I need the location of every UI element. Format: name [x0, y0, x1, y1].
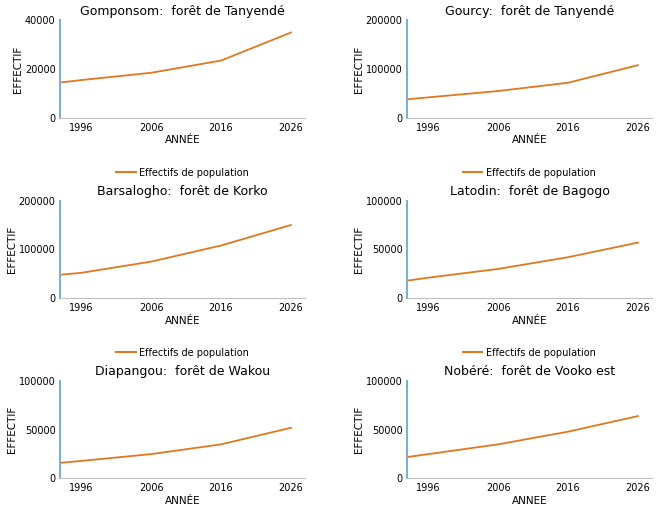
Effectifs de population — [147, 70, 155, 76]
Effectifs de population — [564, 429, 572, 435]
Line: Effectifs de population: Effectifs de population — [407, 243, 638, 280]
Y-axis label: EFFECTIF: EFFECTIF — [13, 45, 24, 93]
Legend: Effectifs de population: Effectifs de population — [459, 344, 600, 362]
Line: Effectifs de population: Effectifs de population — [60, 428, 291, 463]
Effectifs de population — [403, 454, 411, 460]
Effectifs de population — [634, 413, 642, 419]
Effectifs de population — [56, 272, 65, 278]
Effectifs de population — [634, 62, 642, 68]
Line: Effectifs de population: Effectifs de population — [60, 33, 291, 82]
Effectifs de population — [403, 277, 411, 284]
Title: Gomponsom:  forêt de Tanyendé: Gomponsom: forêt de Tanyendé — [80, 5, 285, 18]
Effectifs de population — [425, 275, 433, 281]
Effectifs de population — [287, 222, 295, 228]
Legend: Effectifs de population: Effectifs de population — [112, 344, 253, 362]
Effectifs de population — [564, 80, 572, 86]
X-axis label: ANNÉE: ANNÉE — [512, 135, 548, 146]
Title: Nobéré:  forêt de Vooko est: Nobéré: forêt de Vooko est — [444, 365, 616, 378]
Effectifs de population — [217, 441, 225, 447]
Effectifs de population — [634, 240, 642, 246]
Effectifs de population — [77, 77, 85, 83]
X-axis label: ANNÉE: ANNÉE — [512, 316, 548, 326]
Effectifs de population — [147, 451, 155, 457]
Y-axis label: EFFECTIF: EFFECTIF — [7, 226, 17, 273]
Title: Latodin:  forêt de Bagogo: Latodin: forêt de Bagogo — [450, 185, 610, 198]
Legend: Effectifs de population: Effectifs de population — [459, 163, 600, 181]
Effectifs de population — [494, 266, 502, 272]
X-axis label: ANNÉE: ANNÉE — [165, 496, 200, 506]
Effectifs de population — [287, 425, 295, 431]
Effectifs de population — [217, 242, 225, 248]
Line: Effectifs de population: Effectifs de population — [60, 225, 291, 275]
Effectifs de population — [147, 259, 155, 265]
Effectifs de population — [77, 458, 85, 464]
Effectifs de population — [56, 79, 65, 86]
Y-axis label: EFFECTIF: EFFECTIF — [354, 226, 364, 273]
Effectifs de population — [56, 460, 65, 466]
Y-axis label: EFFECTIF: EFFECTIF — [354, 45, 364, 93]
Y-axis label: EFFECTIF: EFFECTIF — [354, 406, 364, 454]
Legend: Effectifs de population: Effectifs de population — [112, 163, 253, 181]
Title: Diapangou:  forêt de Wakou: Diapangou: forêt de Wakou — [95, 365, 270, 378]
Title: Gourcy:  forêt de Tanyendé: Gourcy: forêt de Tanyendé — [445, 5, 614, 18]
Title: Barsalogho:  forêt de Korko: Barsalogho: forêt de Korko — [97, 185, 268, 198]
Line: Effectifs de population: Effectifs de population — [407, 416, 638, 457]
Effectifs de population — [494, 88, 502, 94]
Y-axis label: EFFECTIF: EFFECTIF — [7, 406, 17, 454]
X-axis label: ANNEE: ANNEE — [512, 496, 548, 506]
Effectifs de population — [425, 94, 433, 100]
X-axis label: ANNÉE: ANNÉE — [165, 135, 200, 146]
Effectifs de population — [403, 96, 411, 102]
Effectifs de population — [77, 270, 85, 276]
Effectifs de population — [217, 58, 225, 64]
Line: Effectifs de population: Effectifs de population — [407, 65, 638, 99]
Effectifs de population — [564, 254, 572, 260]
X-axis label: ANNÉE: ANNÉE — [165, 316, 200, 326]
Effectifs de population — [287, 30, 295, 36]
Effectifs de population — [425, 451, 433, 457]
Effectifs de population — [494, 441, 502, 447]
